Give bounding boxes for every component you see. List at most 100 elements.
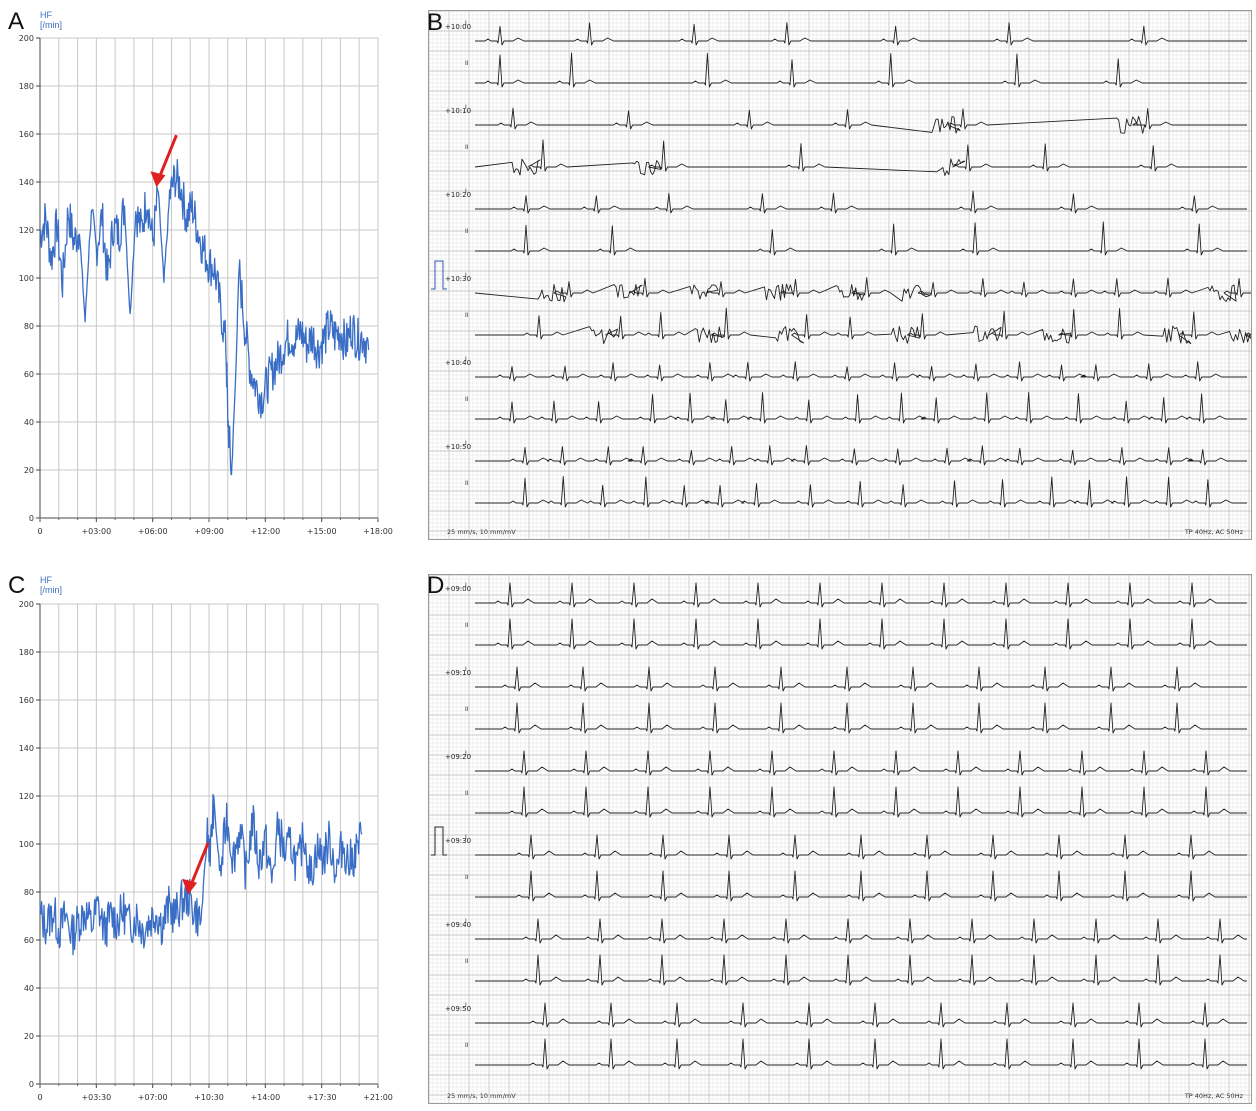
y-tick-label: 180 [19, 648, 34, 657]
y-tick-label: 40 [24, 418, 34, 427]
y-tick-label: 40 [24, 984, 34, 993]
ecg-trace [475, 666, 1247, 692]
ecg-trace [475, 1038, 1247, 1070]
trend-panel-c: C HF [/min] 0 20 40 60 80 100 120 140 160 180 200 0… [0, 566, 410, 1111]
ecg-trace [475, 52, 1247, 88]
ecg-lead-label: I [465, 1002, 467, 1009]
ecg-lead-label: II [465, 312, 469, 319]
y-tick-label: 0 [29, 514, 34, 523]
ecg-lead-label: II [465, 60, 469, 67]
ecg-panel-b: +10:00 I II +10:10 I II +10:20 I II +10:30 I II +10:… [428, 10, 1252, 540]
ecg-strip-time: +10:20 [445, 191, 471, 199]
ecg-trace [475, 702, 1247, 734]
ecg-trace [475, 834, 1247, 860]
x-tick-label: +10:30 [194, 1093, 224, 1102]
y-tick-label: 120 [19, 226, 34, 235]
ecg-strip-time: +09:10 [445, 669, 471, 677]
ecg-strip-time: +09:40 [445, 921, 471, 929]
trend-chart-c: 0 20 40 60 80 100 120 140 160 180 200 0 +03:30 +07:00… [19, 600, 393, 1102]
annotation-arrow-shaft [158, 134, 178, 178]
ecg-lead-label: II [465, 706, 469, 713]
ecg-footer-speed-d: 25 mm/s, 10 mm/mV [447, 1092, 516, 1100]
ecg-lead-label: I [465, 272, 467, 279]
y-axis-label-c: HF [/min] [40, 575, 62, 595]
ecg-strip-time: +10:30 [445, 275, 471, 283]
trend-chart-a: 0 20 40 60 80 100 120 140 160 180 200 0 +03:00 +06:00… [19, 34, 393, 536]
ecg-trace [475, 190, 1247, 214]
y-tick-label: 200 [19, 34, 34, 43]
ecg-lead-label: I [465, 750, 467, 757]
ecg-trace [475, 918, 1247, 944]
ecg-lead-label: I [465, 20, 467, 27]
ecg-strip-time: +09:00 [445, 585, 471, 593]
ecg-footer-speed-b: 25 mm/s, 10 mm/mV [447, 528, 516, 536]
y-tick-label: 80 [24, 322, 34, 331]
x-tick-label: 0 [37, 1093, 42, 1102]
ecg-strip-time: +09:50 [445, 1005, 471, 1013]
y-tick-label: 100 [19, 840, 34, 849]
ecg-trace [475, 954, 1247, 986]
ecg-trace [475, 870, 1247, 902]
hr-series-line [39, 158, 370, 476]
ecg-trace [475, 445, 1247, 466]
x-tick-label: +17:30 [307, 1093, 337, 1102]
hr-series-line [39, 793, 363, 956]
ecg-trace [475, 750, 1247, 776]
ecg-lead-label: I [465, 104, 467, 111]
ecg-trace [475, 1002, 1247, 1028]
ecg-strip-time: +10:50 [445, 443, 471, 451]
x-tick-label: +12:00 [250, 527, 280, 536]
y-tick-label: 60 [24, 936, 34, 945]
ecg-lead-label: II [465, 622, 469, 629]
y-tick-label: 180 [19, 82, 34, 91]
ecg-lead-label: I [465, 356, 467, 363]
ecg-trace [475, 221, 1247, 256]
ecg-footer-filter-b: TP 40Hz, AC 50Hz [1184, 528, 1243, 536]
ecg-lead-label: II [465, 144, 469, 151]
ecg-trace [475, 476, 1247, 508]
ecg-lead-label: I [465, 582, 467, 589]
y-tick-label: 140 [19, 178, 34, 187]
y-tick-label: 100 [19, 274, 34, 283]
ecg-lead-label: II [465, 874, 469, 881]
ecg-lead-label: I [465, 666, 467, 673]
ecg-strip-time: +09:30 [445, 837, 471, 845]
x-tick-label: +15:00 [307, 527, 337, 536]
x-tick-label: +14:00 [250, 1093, 280, 1102]
ecg-trace [474, 139, 1247, 177]
y-tick-label: 0 [29, 1080, 34, 1089]
ecg-trace [474, 277, 1251, 303]
x-tick-label: +07:00 [138, 1093, 168, 1102]
panel-letter-c: C [8, 572, 26, 599]
calibration-pulse [431, 826, 447, 856]
trend-panel-a: A HF [/min] 0 20 40 60 80 100 120 140 160 180 200 0… [0, 0, 410, 545]
y-axis-unit-a: [/min] [40, 20, 63, 30]
y-tick-label: 200 [19, 600, 34, 609]
ecg-chart-b: +10:00III+10:10III+10:20III+10:30III+10:… [429, 11, 1251, 539]
ecg-trace [475, 618, 1247, 650]
y-tick-label: 140 [19, 744, 34, 753]
ecg-footer-filter-d: TP 40Hz, AC 50Hz [1184, 1092, 1243, 1100]
panel-letter-b: B [427, 9, 444, 36]
ecg-trace [475, 392, 1247, 424]
y-axis-label-a: HF [/min] [40, 10, 62, 30]
ecg-lead-label: I [465, 188, 467, 195]
calibration-pulse [431, 260, 447, 290]
ecg-strip-time: +09:20 [445, 753, 471, 761]
x-tick-label: +03:30 [81, 1093, 111, 1102]
ecg-lead-label: II [465, 228, 469, 235]
ecg-trace [475, 22, 1247, 46]
annotation-arrow-head [150, 171, 166, 188]
y-tick-label: 20 [24, 466, 34, 475]
ecg-trace [475, 786, 1247, 818]
ecg-strip-time: +10:40 [445, 359, 471, 367]
ecg-trace [475, 582, 1247, 608]
x-tick-label: +06:00 [138, 527, 168, 536]
x-tick-label: +18:00 [363, 527, 393, 536]
ecg-lead-label: II [465, 1042, 469, 1049]
y-tick-label: 20 [24, 1032, 34, 1041]
ecg-trace [475, 107, 1247, 134]
ecg-lead-label: II [465, 396, 469, 403]
y-axis-title-a: HF [40, 10, 52, 20]
panel-letter-d: D [427, 572, 445, 599]
